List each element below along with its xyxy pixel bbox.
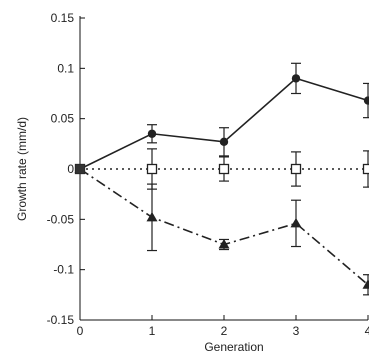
y-tick-label: -0.05	[47, 212, 75, 226]
series-0	[75, 62, 369, 174]
y-axis-title: Growth rate (mm/d)	[15, 117, 29, 221]
y-tick-label: 0	[67, 162, 74, 176]
y-tick-label: -0.1	[53, 263, 74, 277]
data-point	[218, 239, 230, 249]
data-point	[362, 163, 369, 175]
data-point	[290, 217, 302, 228]
x-tick-label: 1	[149, 324, 156, 338]
labels: Generation Growth rate (mm/d)	[15, 117, 264, 354]
x-tick-label: 3	[293, 324, 300, 338]
series-1	[74, 148, 369, 190]
x-tick-label: 0	[77, 324, 84, 338]
y-tick-label: 0.15	[51, 11, 75, 25]
y-tick-label: 0.05	[51, 112, 75, 126]
x-axis-title: Generation	[204, 340, 263, 354]
series-layer	[74, 62, 369, 296]
data-point	[146, 163, 158, 175]
series-2	[74, 163, 369, 296]
x-tick-label: 4	[365, 324, 369, 338]
x-tick-label: 2	[221, 324, 228, 338]
y-tick-label: 0.1	[57, 61, 74, 75]
axes: 0.150.10.050-0.05-0.1-0.150 1 2 3 4	[47, 11, 369, 338]
data-point	[219, 137, 229, 147]
data-point	[147, 129, 157, 138]
data-point	[363, 96, 369, 105]
data-point	[146, 211, 158, 222]
y-tick-label: -0.15	[47, 313, 75, 327]
data-point	[291, 74, 301, 83]
data-point	[218, 163, 230, 175]
data-point	[290, 163, 302, 175]
data-point	[362, 279, 369, 289]
origin-point	[75, 164, 85, 174]
series-line	[79, 168, 369, 286]
